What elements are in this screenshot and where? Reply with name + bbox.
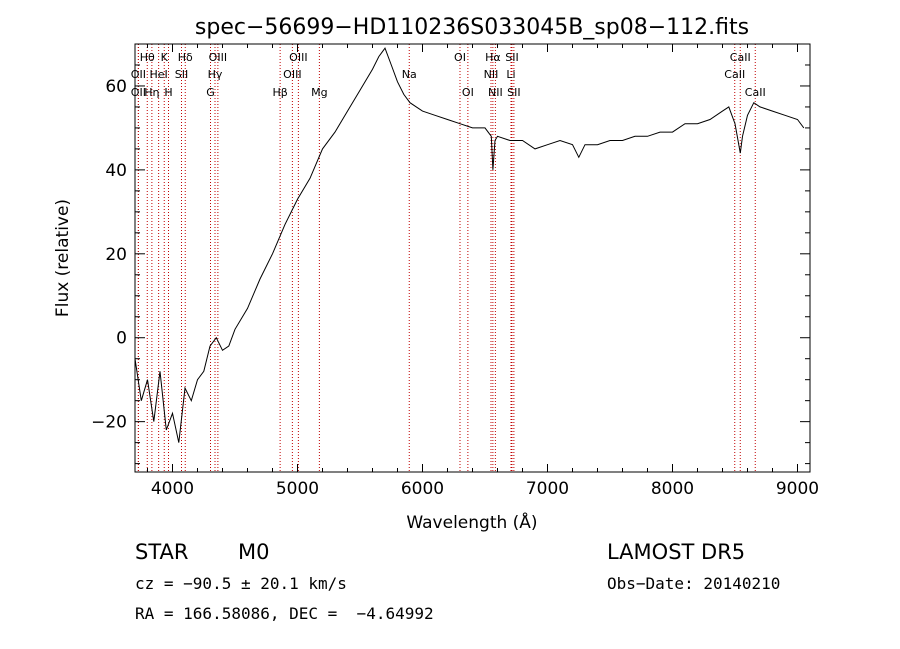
x-tick-label: 8000 xyxy=(651,479,694,499)
spectral-line-label: Li xyxy=(506,68,515,81)
spectral-line-label: HeI xyxy=(149,68,167,81)
x-tick-label: 4000 xyxy=(151,479,194,499)
object-class: STAR xyxy=(135,540,189,564)
spectral-line-label: OIII xyxy=(209,51,227,64)
y-axis-ticks: −20 0 20 40 60 xyxy=(91,64,810,465)
y-tick-label: 0 xyxy=(116,329,127,349)
spectral-line-label: OIII xyxy=(283,68,301,81)
spectrum-series xyxy=(134,47,805,443)
spectral-line-label: OIII xyxy=(289,51,307,64)
spectral-line-label: CaII xyxy=(745,86,766,99)
spectral-line-label: K xyxy=(161,51,169,64)
x-tick-label: 7000 xyxy=(526,479,569,499)
object-subclass: M0 xyxy=(238,540,270,564)
spectral-line-label: NII xyxy=(488,86,503,99)
spectral-line-label: OI xyxy=(462,86,474,99)
chart-title: spec−56699−HD110236S033045B_sp08−112.fit… xyxy=(195,15,749,40)
y-tick-label: 20 xyxy=(105,245,127,265)
spectral-line-label: NII xyxy=(484,68,499,81)
y-axis-label: Flux (relative) xyxy=(53,199,73,317)
spectral-line-label: Na xyxy=(402,68,417,81)
spectral-line-label: Hα xyxy=(485,51,501,64)
spectral-line-label: CaII xyxy=(724,68,745,81)
spectral-line-label: SII xyxy=(175,68,188,81)
spectral-line-label: CaII xyxy=(730,51,751,64)
spectral-line-label: SII xyxy=(507,86,520,99)
spectral-line-label: SII xyxy=(505,51,518,64)
redshift-velocity: cz = −90.5 ± 20.1 km/s xyxy=(135,574,347,593)
x-axis-ticks: 4000 5000 6000 7000 8000 9000 xyxy=(147,44,819,499)
spectral-line-label: Hθ xyxy=(140,51,155,64)
x-tick-label: 6000 xyxy=(401,479,444,499)
y-tick-label: −20 xyxy=(91,413,127,433)
spectral-line-label: OII xyxy=(131,68,146,81)
spectral-line-label: Mg xyxy=(311,86,327,99)
x-tick-label: 5000 xyxy=(276,479,319,499)
plot-frame xyxy=(134,43,811,473)
x-tick-label: 9000 xyxy=(776,479,819,499)
coordinates: RA = 166.58086, DEC = −4.64992 xyxy=(135,604,434,623)
y-tick-label: 60 xyxy=(105,77,127,97)
spectral-line-label: Hη xyxy=(144,86,159,99)
spectral-line-label: Hδ xyxy=(178,51,193,64)
survey-label: LAMOST DR5 xyxy=(607,540,746,564)
spectral-line-label: OI xyxy=(454,51,466,64)
spectrum-line xyxy=(134,47,805,443)
spectral-line-label: Hγ xyxy=(208,68,223,81)
spectral-line-label: Hβ xyxy=(272,86,287,99)
spectral-line-markers xyxy=(137,44,756,472)
spectral-line-labels: HθOIIOIIHηHeIKHSIIHδGHγOIIIHβOIIIOIIIMgN… xyxy=(131,51,766,99)
spectral-line-label: H xyxy=(164,86,172,99)
observation-date: Obs−Date: 20140210 xyxy=(607,574,781,593)
x-axis-label: Wavelength (Å) xyxy=(406,511,537,533)
spectral-line-label: G xyxy=(206,86,215,99)
y-tick-label: 40 xyxy=(105,161,127,181)
